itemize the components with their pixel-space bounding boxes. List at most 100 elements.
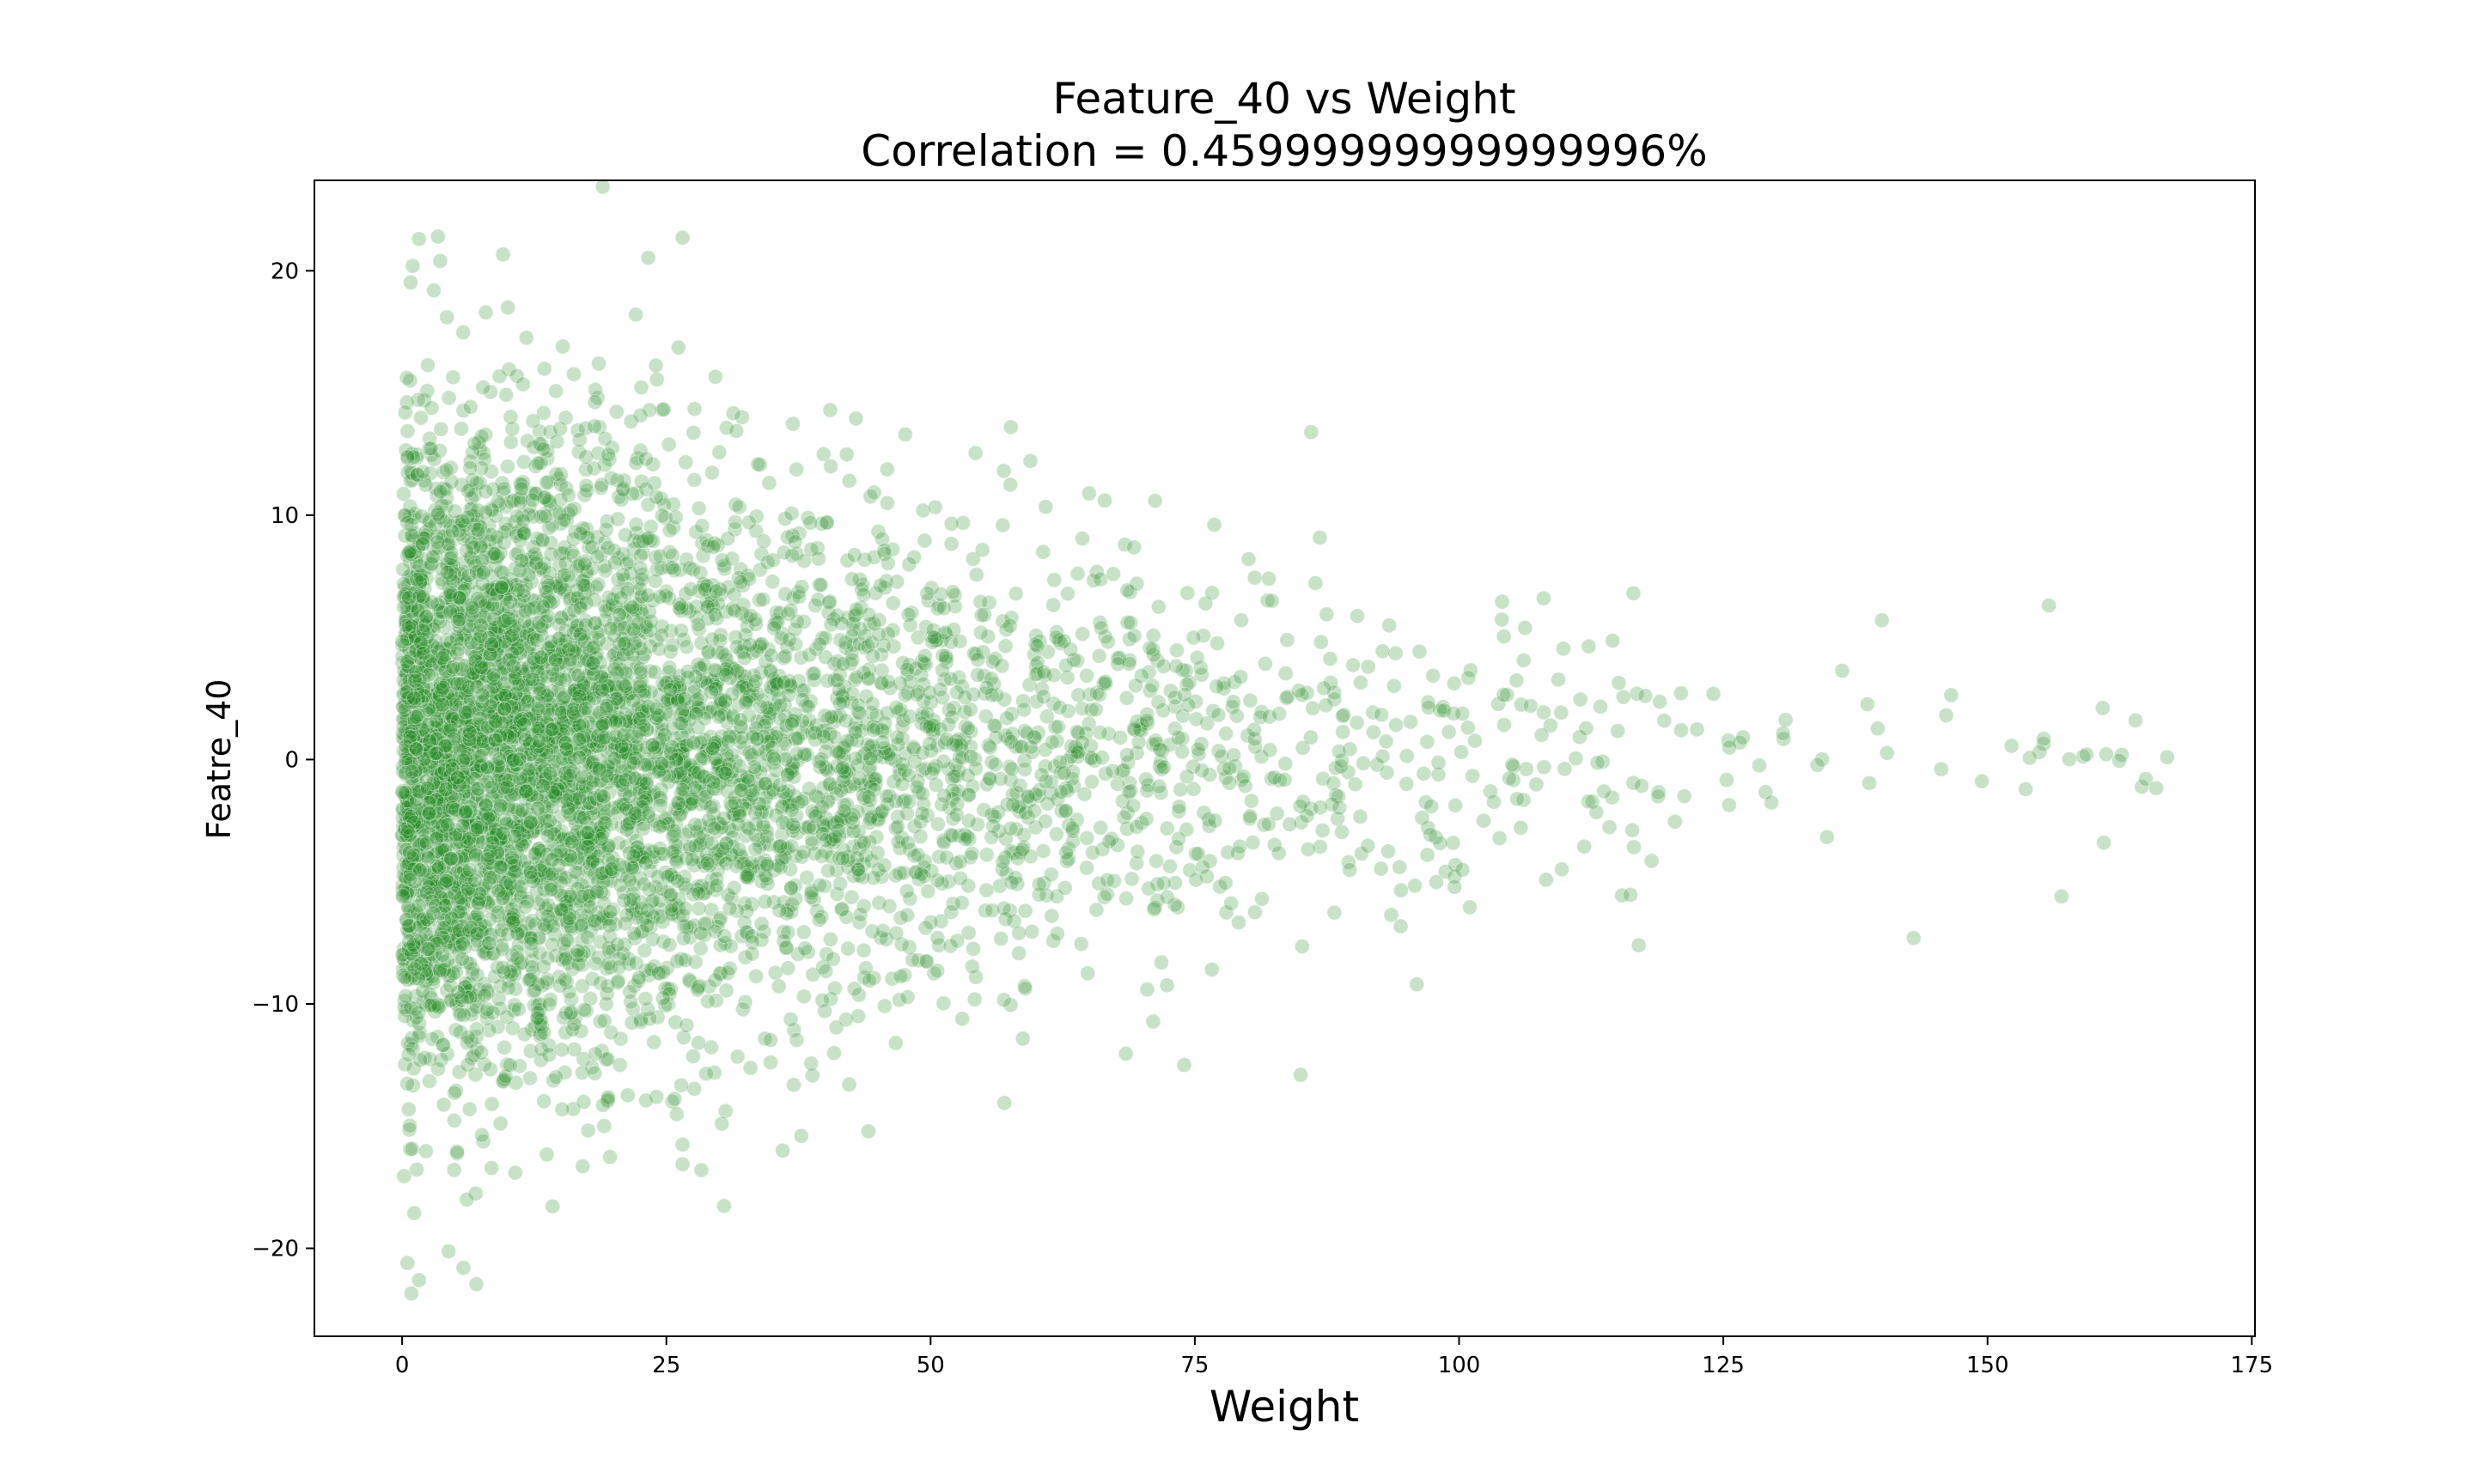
scatter-point [594, 545, 610, 562]
scatter-point [1218, 726, 1234, 742]
scatter-point [472, 718, 488, 734]
scatter-point [710, 815, 727, 831]
scatter-point [764, 727, 780, 744]
scatter-point [1673, 722, 1689, 739]
scatter-point [412, 732, 429, 748]
scatter-point [1467, 733, 1483, 749]
scatter-point [500, 854, 516, 870]
scatter-point [1277, 666, 1294, 682]
scatter-point [724, 660, 740, 676]
scatter-point [1150, 694, 1167, 710]
scatter-point [626, 781, 643, 797]
scatter-point [1623, 887, 1638, 903]
scatter-point [399, 711, 416, 727]
scatter-point [406, 1205, 423, 1221]
scatter-point [1673, 685, 1689, 702]
scatter-point [798, 698, 814, 714]
scatter-point [622, 756, 638, 772]
scatter-point [1209, 678, 1225, 695]
scatter-point [404, 964, 419, 980]
scatter-point [724, 550, 740, 567]
scatter-point [616, 572, 632, 588]
scatter-point [978, 903, 994, 919]
scatter-point [776, 674, 792, 690]
scatter-point [1262, 742, 1278, 758]
scatter-point [419, 914, 436, 930]
scatter-point [573, 631, 588, 648]
scatter-point [1021, 789, 1037, 806]
scatter-point [764, 648, 779, 664]
scatter-point [1421, 699, 1436, 715]
scatter-point [673, 603, 689, 619]
scatter-point [923, 694, 939, 710]
scatter-point [463, 1033, 479, 1049]
scatter-point [1407, 878, 1423, 894]
scatter-point [539, 813, 556, 830]
scatter-point [1058, 844, 1074, 861]
scatter-point [551, 580, 568, 596]
scatter-point [444, 880, 460, 897]
scatter-point [861, 1123, 876, 1140]
scatter-point [438, 866, 454, 882]
scatter-point [510, 937, 527, 953]
scatter-point [499, 459, 515, 475]
scatter-point [578, 461, 594, 477]
scatter-point [729, 1049, 746, 1065]
scatter-point [759, 829, 775, 844]
scatter-point [464, 868, 480, 884]
scatter-point [698, 744, 714, 759]
scatter-point [887, 1035, 904, 1051]
scatter-point [1053, 784, 1069, 800]
scatter-point [430, 847, 446, 862]
scatter-point [784, 757, 801, 774]
scatter-point [708, 781, 724, 797]
scatter-point [497, 580, 514, 596]
scatter-point [688, 599, 704, 615]
scatter-point [995, 854, 1011, 870]
scatter-point [412, 410, 429, 426]
scatter-point [1576, 838, 1593, 855]
scatter-point [1011, 799, 1027, 814]
scatter-point [1752, 757, 1767, 774]
scatter-point [411, 667, 428, 684]
scatter-point [1037, 813, 1053, 830]
scatter-point [618, 688, 635, 703]
scatter-point [538, 688, 554, 704]
scatter-point [1080, 965, 1096, 982]
scatter-point [628, 955, 644, 971]
scatter-point [1159, 820, 1175, 836]
scatter-point [853, 833, 869, 849]
scatter-point [441, 754, 457, 770]
scatter-point [780, 960, 796, 976]
scatter-point [715, 772, 731, 788]
scatter-point [643, 663, 659, 679]
scatter-point [415, 565, 431, 581]
scatter-point [466, 759, 483, 775]
scatter-point [1460, 670, 1477, 686]
scatter-point [973, 607, 990, 623]
scatter-point [494, 753, 510, 769]
scatter-point [427, 880, 443, 897]
scatter-point [509, 609, 525, 625]
scatter-point [947, 587, 963, 604]
scatter-point [917, 648, 933, 664]
scatter-point [566, 501, 582, 517]
scatter-point [460, 710, 477, 727]
scatter-point [794, 579, 810, 595]
scatter-point [566, 762, 582, 778]
scatter-point [525, 413, 541, 429]
scatter-point [1476, 812, 1491, 829]
scatter-point [510, 823, 527, 839]
scatter-point [433, 810, 449, 826]
scatter-point [915, 709, 931, 726]
scatter-point [2036, 736, 2051, 752]
scatter-point [978, 882, 995, 898]
scatter-point [695, 548, 711, 564]
scatter-point [1374, 748, 1391, 764]
scatter-point [1021, 793, 1038, 809]
scatter-point [674, 1156, 691, 1172]
scatter-point [632, 678, 649, 695]
scatter-point [1114, 763, 1130, 780]
scatter-point [1217, 875, 1234, 891]
scatter-point [469, 967, 485, 983]
